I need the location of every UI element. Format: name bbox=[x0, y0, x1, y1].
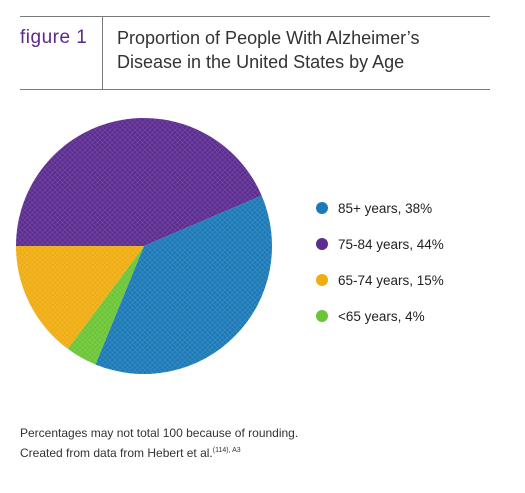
legend-item-75-84-years: 75-84 years, 44% bbox=[316, 226, 444, 262]
chart-title: Proportion of People With Alzheimer’s Di… bbox=[117, 26, 487, 74]
footnote-rounding-note: Percentages may not total 100 because of… bbox=[20, 426, 299, 440]
legend-label-65-74-years: 65-74 years, 15% bbox=[338, 272, 444, 288]
header-top-rule bbox=[20, 16, 490, 17]
pie-slice-texture-65-years bbox=[67, 246, 144, 365]
legend-swatch-75-84-years bbox=[316, 238, 328, 250]
chart-title-line-2: Disease in the United States by Age bbox=[117, 52, 405, 72]
pie-slice-texture-85-years bbox=[95, 195, 273, 375]
chart-title-line-1: Proportion of People With Alzheimer’s bbox=[117, 28, 420, 48]
legend-label-75-84-years: 75-84 years, 44% bbox=[338, 236, 444, 252]
figure-label: figure 1 bbox=[20, 27, 88, 48]
legend-label-65-years: <65 years, 4% bbox=[338, 308, 425, 324]
footnote-citation: (114), A3 bbox=[212, 447, 241, 454]
pie-slices bbox=[15, 117, 273, 375]
header-divider bbox=[102, 17, 103, 89]
legend-label-85-years: 85+ years, 38% bbox=[338, 200, 433, 216]
footnote: Percentages may not total 100 because of… bbox=[20, 425, 298, 462]
legend-swatch-65-years bbox=[316, 310, 328, 322]
footnote-source: Created from data from Hebert et al. bbox=[20, 446, 213, 460]
legend-swatch-85-years bbox=[316, 202, 328, 214]
chart-legend: 85+ years, 38% 75-84 years, 44% 65-74 year… bbox=[316, 190, 444, 334]
header-bottom-rule bbox=[20, 89, 490, 90]
footnote-source-line: Created from data from Hebert et al.(114… bbox=[20, 442, 298, 462]
legend-item-85-years: 85+ years, 38% bbox=[316, 190, 444, 226]
legend-item-65-74-years: 65-74 years, 15% bbox=[316, 262, 444, 298]
pie-slice-texture-65-74-years bbox=[15, 246, 144, 349]
legend-swatch-65-74-years bbox=[316, 274, 328, 286]
legend-item-65-years: <65 years, 4% bbox=[316, 298, 444, 334]
pie-slice-texture-75-84-years bbox=[16, 117, 262, 246]
